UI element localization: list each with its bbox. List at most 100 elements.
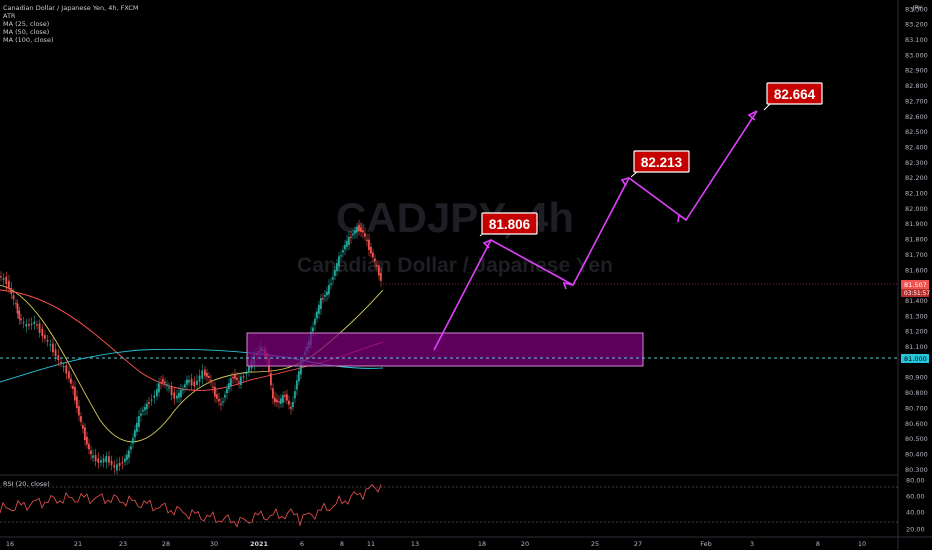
candle-body — [376, 265, 378, 267]
candle-body — [110, 460, 113, 466]
candle-body — [10, 288, 13, 294]
price-tick-label: 82.500 — [905, 128, 928, 136]
candle-body — [278, 401, 280, 403]
candle-body — [206, 372, 208, 377]
candle-body — [128, 450, 130, 458]
candle-body — [288, 400, 290, 405]
time-tick-label: 27 — [634, 540, 642, 548]
candle-body — [134, 430, 136, 438]
price-tick-label: 82.100 — [905, 190, 928, 198]
candle-body — [46, 339, 49, 342]
indicator-ma50[interactable]: MA (50, close) — [3, 28, 50, 36]
candle-body — [188, 380, 190, 383]
candle-body — [118, 463, 121, 466]
indicator-ma25[interactable]: MA (25, close) — [3, 20, 50, 28]
price-tick-label: 82.600 — [905, 113, 928, 121]
svg-text:81.000: 81.000 — [904, 355, 927, 363]
candle-body — [342, 250, 344, 253]
candle-body — [80, 416, 82, 422]
candle-body — [352, 233, 354, 236]
callout-81806[interactable]: 81.806 — [479, 212, 538, 237]
candle-body — [234, 374, 236, 379]
candle-body — [70, 378, 72, 384]
price-tick-label: 81.800 — [905, 236, 928, 244]
candle-body — [38, 323, 41, 333]
candle-body — [72, 385, 74, 389]
candle-body — [186, 379, 188, 385]
rsi-tick-label: 40.00 — [906, 508, 925, 516]
candle-body — [198, 375, 201, 382]
callout-82213[interactable]: 82.213 — [630, 150, 690, 178]
indicator-ma100[interactable]: MA (100, close) — [3, 36, 54, 44]
candle-body — [296, 380, 298, 390]
candle-body — [280, 398, 282, 404]
candle-body — [138, 416, 140, 427]
rsi-indicator-label[interactable]: RSI (20, close) — [3, 480, 50, 488]
candle-body — [68, 371, 70, 379]
candle-body — [276, 399, 278, 403]
candle-body — [146, 403, 148, 410]
candle-body — [348, 237, 350, 245]
time-axis[interactable]: 16 21 23 28 30 2021 6 8 11 13 18 20 25 27 Feb 3 8 10 — [6, 540, 866, 548]
price-tick-label: 80.900 — [905, 374, 928, 382]
svg-text:81.806: 81.806 — [489, 217, 531, 232]
candle-body — [294, 391, 296, 399]
candle-body — [292, 402, 294, 407]
candle-body — [16, 303, 19, 314]
candle-body — [226, 388, 228, 394]
price-axis[interactable]: 83.300 83.200 83.100 83.000 82.900 82.800 82.7… — [905, 5, 928, 474]
candle-body — [136, 422, 138, 432]
rsi-tick-label: 60.00 — [906, 492, 925, 500]
projection-path[interactable] — [433, 110, 758, 351]
candle-body — [238, 381, 240, 383]
price-tick-label: 81.100 — [905, 343, 928, 351]
price-tick-label: 83.300 — [905, 5, 928, 13]
candle-body — [328, 285, 330, 295]
candle-body — [340, 255, 342, 257]
candle-body — [49, 344, 52, 346]
candle-body — [240, 376, 242, 385]
candle-body — [236, 378, 238, 380]
time-tick-label: 25 — [591, 540, 599, 548]
candle-body — [204, 369, 206, 376]
candle-body — [350, 236, 352, 238]
time-tick-label: 13 — [411, 540, 419, 548]
candle-body — [176, 395, 178, 399]
time-tick-label: 6 — [300, 540, 304, 548]
indicator-atr[interactable]: ATR — [3, 12, 16, 20]
price-tick-label: 81.300 — [905, 312, 928, 320]
candle-body — [130, 446, 132, 450]
rsi-pane — [0, 484, 898, 528]
candle-body — [57, 355, 60, 360]
time-tick-label: 23 — [119, 540, 127, 548]
candle-body — [284, 394, 286, 397]
price-tick-label: 82.900 — [905, 67, 928, 75]
support-zone[interactable] — [246, 332, 644, 367]
candle-body — [298, 371, 300, 382]
candle-body — [368, 239, 370, 250]
candle-body — [60, 361, 62, 363]
candle-body — [121, 462, 124, 464]
candle-body — [132, 438, 134, 444]
candle-body — [378, 265, 380, 276]
candle-body — [170, 386, 173, 396]
price-tick-label: 83.100 — [905, 36, 928, 44]
rsi-tick-label: 80.00 — [906, 476, 925, 484]
callout-82664[interactable]: 82.664 — [763, 82, 823, 111]
price-tick-label: 82.400 — [905, 143, 928, 151]
price-tick-label: 80.700 — [905, 404, 928, 412]
candle-body — [358, 225, 360, 232]
candle-body — [94, 454, 97, 462]
time-tick-label: 11 — [367, 540, 375, 548]
candle-body — [214, 386, 216, 397]
symbol-title[interactable]: Canadian Dollar / Japanese Yen, 4h, FXCM — [3, 4, 139, 12]
candle-body — [210, 379, 212, 383]
candle-body — [366, 239, 368, 242]
price-tick-label: 82.800 — [905, 82, 928, 90]
candle-body — [190, 378, 193, 386]
candle-body — [84, 427, 86, 440]
candle-body — [30, 323, 33, 325]
candle-body — [41, 328, 44, 337]
candle-body — [105, 456, 108, 463]
